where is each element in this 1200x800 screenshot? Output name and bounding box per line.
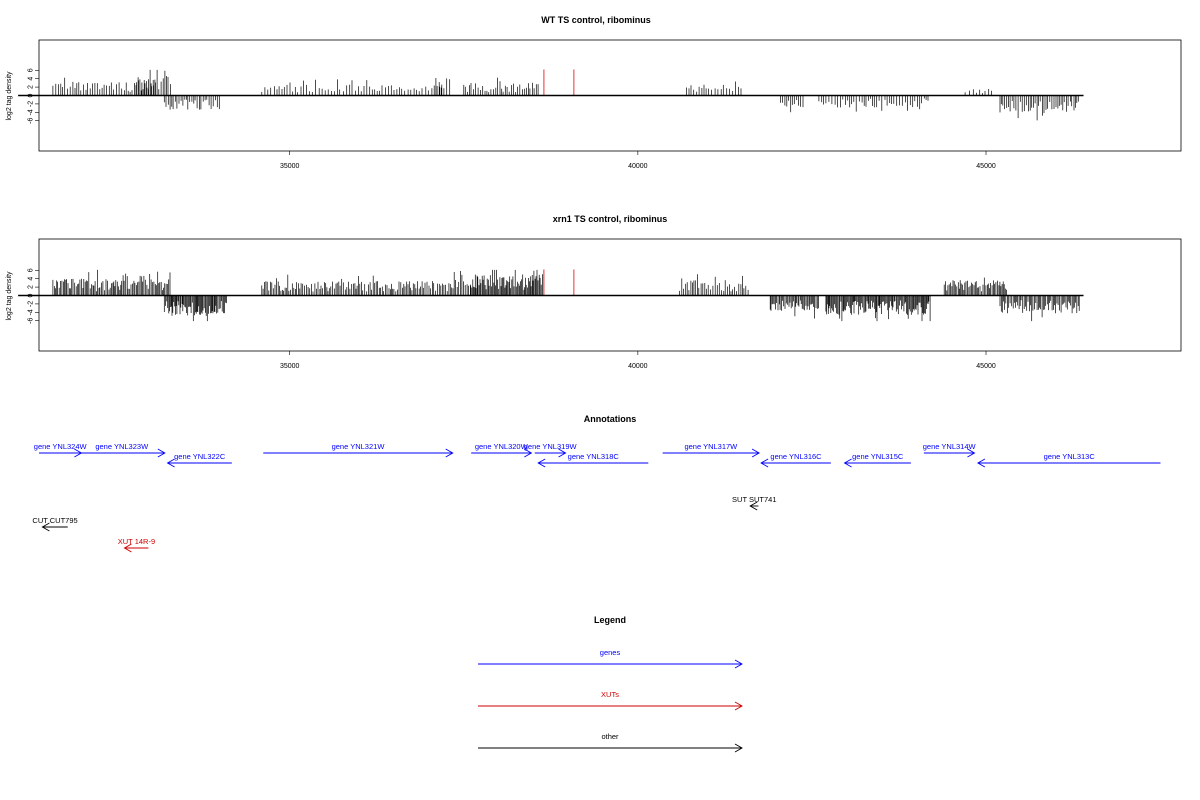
annotation-arrowhead (445, 448, 454, 458)
y-tick-label: 4 (28, 277, 35, 281)
wt-y-axis-label: log2 tag density (6, 71, 13, 121)
wt-panel-title: WT TS control, ribominus (541, 15, 651, 25)
x-tick-label: 35000 (280, 363, 300, 370)
wt-density-panel: WT TS control, ribominus log2 tag densit… (6, 15, 1182, 170)
y-tick-label: 2 (28, 85, 35, 89)
annotation-feature: gene YNL314W (923, 442, 977, 458)
legend-arrowhead (734, 701, 743, 711)
annotation-feature: gene YNL315C (843, 452, 911, 468)
y-tick-label: 4 (28, 77, 35, 81)
annotation-arrowhead (558, 448, 567, 458)
legend-entry: genes (478, 648, 743, 669)
y-tick-label: -6 (28, 317, 35, 323)
annotation-arrowhead (967, 448, 976, 458)
legend-panel: Legend genes XUTs other (478, 615, 743, 753)
annotation-label: gene YNL318C (568, 452, 620, 461)
annotation-feature: gene YNL323W (78, 442, 166, 458)
annotation-label: gene YNL319W (524, 442, 578, 451)
legend-items-group: genes XUTs other (478, 648, 743, 753)
annotations-panel: Annotations gene YNL324W gene YNL323Wgene… (32, 414, 1161, 553)
annotation-feature: XUT 14R-9 (118, 537, 155, 553)
x-tick-label: 45000 (976, 163, 996, 170)
y-tick-label: 6 (28, 68, 35, 72)
legend-entry: other (478, 732, 743, 753)
annotation-label: gene YNL317W (684, 442, 738, 451)
wt-bars-group (52, 69, 1079, 121)
x-tick-label: 45000 (976, 363, 996, 370)
annotation-label: gene YNL313C (1044, 452, 1096, 461)
annotation-arrowhead (157, 448, 166, 458)
y-tick-label: -4 (28, 309, 35, 315)
xrn1-panel-title: xrn1 TS control, ribominus (553, 214, 668, 224)
wt-axes-group: 6 4 2 0 -2 -4 -6 35000 40000 45000 (18, 68, 1084, 170)
xrn1-y-axis-label: log2 tag density (6, 271, 13, 321)
annotation-label: gene YNL316C (770, 452, 822, 461)
annotation-label: CUT CUT795 (32, 516, 77, 525)
annotation-label: gene YNL322C (174, 452, 226, 461)
annotation-arrowhead (976, 458, 986, 468)
annotation-label: XUT 14R-9 (118, 537, 155, 546)
x-tick-label: 40000 (628, 163, 648, 170)
annotations-title: Annotations (584, 414, 637, 424)
y-tick-label: 0 (28, 293, 35, 297)
annotation-arrowhead (751, 448, 760, 458)
y-tick-label: 0 (28, 93, 35, 97)
annotation-feature: gene YNL319W (524, 442, 578, 458)
annotation-feature: gene YNL316C (760, 452, 831, 468)
annotation-label: gene YNL320W (475, 442, 529, 451)
annotation-feature: gene YNL324W (34, 442, 88, 458)
legend-arrowhead (734, 659, 743, 669)
annotation-feature: CUT CUT795 (32, 516, 78, 532)
annotation-feature: gene YNL313C (976, 452, 1161, 468)
annotation-label: SUT SUT741 (732, 495, 776, 504)
annotation-arrowhead (749, 501, 758, 511)
y-tick-label: 2 (28, 285, 35, 289)
xrn1-bars-group (52, 269, 1080, 322)
y-tick-label: -2 (28, 101, 35, 107)
y-tick-label: -6 (28, 117, 35, 123)
annotation-feature: gene YNL318C (537, 452, 649, 468)
annotation-arrowhead (524, 448, 533, 458)
annotation-arrowhead (166, 458, 175, 468)
annotation-label: gene YNL314W (923, 442, 977, 451)
y-tick-label: 6 (28, 268, 35, 272)
annotation-arrowhead (41, 522, 50, 532)
annotation-feature: gene YNL320W (471, 442, 533, 458)
annotation-arrowhead (843, 458, 852, 468)
annotation-arrowhead (760, 458, 769, 468)
annotation-items-group: gene YNL324W gene YNL323W gene YNL322C gene… (32, 442, 1161, 553)
legend-label: genes (600, 648, 621, 657)
legend-entry: XUTs (478, 690, 743, 711)
annotation-arrowhead (123, 543, 132, 553)
xrn1-density-panel: xrn1 TS control, ribominus log2 tag dens… (6, 214, 1182, 370)
annotation-label: gene YNL321W (332, 442, 386, 451)
x-tick-label: 35000 (280, 163, 300, 170)
annotation-feature: gene YNL322C (166, 452, 232, 468)
annotation-label: gene YNL323W (95, 442, 149, 451)
legend-title: Legend (594, 615, 626, 625)
annotation-feature: gene YNL321W (263, 442, 454, 458)
annotation-feature: gene YNL317W (662, 442, 760, 458)
annotation-label: gene YNL315C (852, 452, 904, 461)
annotation-label: gene YNL324W (34, 442, 88, 451)
y-tick-label: -4 (28, 109, 35, 115)
x-tick-label: 40000 (628, 363, 648, 370)
xrn1-axes-group: 6 4 2 0 -2 -4 -6 35000 40000 45000 (18, 268, 1084, 370)
y-tick-label: -2 (28, 301, 35, 307)
legend-label: XUTs (601, 690, 619, 699)
annotation-arrowhead (537, 458, 546, 468)
annotation-feature: SUT SUT741 (732, 495, 777, 511)
legend-arrowhead (734, 743, 743, 753)
legend-label: other (601, 732, 619, 741)
